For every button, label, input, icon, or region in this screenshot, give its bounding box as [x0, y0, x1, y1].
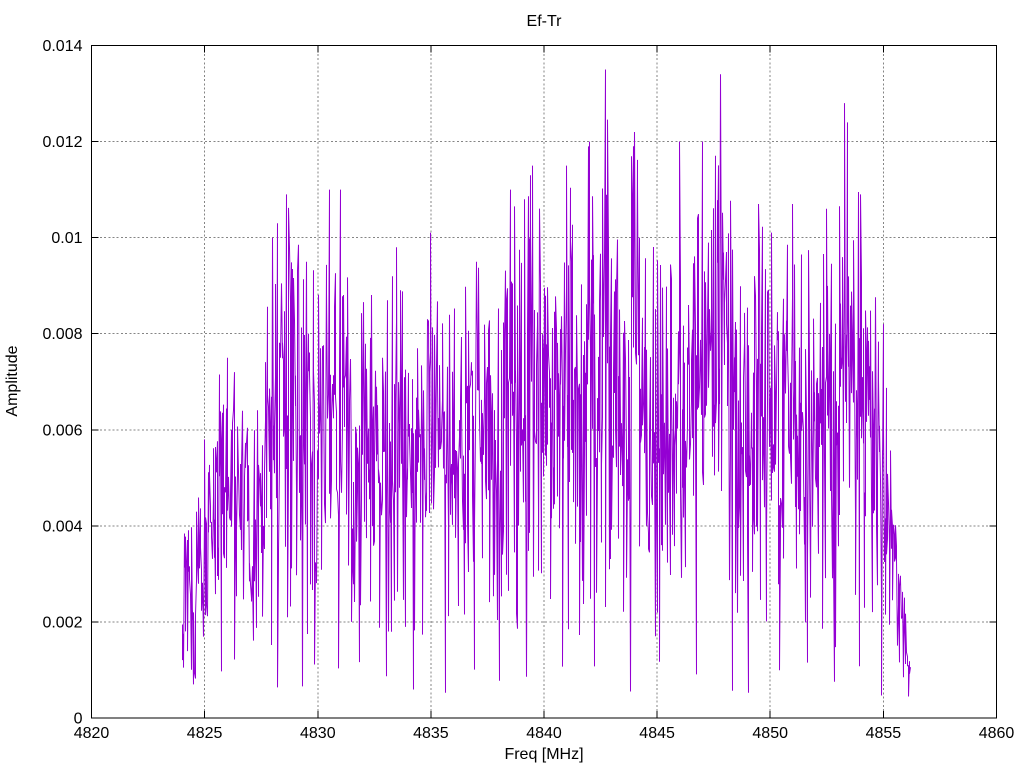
svg-text:0.014: 0.014	[42, 38, 82, 55]
svg-text:4825: 4825	[187, 725, 223, 742]
svg-text:0.004: 0.004	[42, 518, 82, 535]
svg-text:Freq [MHz]: Freq [MHz]	[504, 746, 583, 763]
svg-text:4840: 4840	[526, 725, 562, 742]
svg-text:4855: 4855	[866, 725, 902, 742]
svg-text:0.008: 0.008	[42, 326, 82, 343]
svg-text:Amplitude: Amplitude	[4, 345, 21, 416]
svg-text:0: 0	[74, 711, 83, 728]
svg-text:4860: 4860	[979, 725, 1015, 742]
svg-text:0.002: 0.002	[42, 614, 82, 631]
svg-text:0.006: 0.006	[42, 422, 82, 439]
svg-text:Ef-Tr: Ef-Tr	[527, 13, 563, 30]
svg-text:4830: 4830	[300, 725, 336, 742]
svg-text:0.01: 0.01	[51, 230, 82, 247]
svg-text:4850: 4850	[752, 725, 788, 742]
svg-text:4835: 4835	[413, 725, 449, 742]
svg-text:4820: 4820	[74, 725, 110, 742]
svg-text:0.012: 0.012	[42, 134, 82, 151]
svg-text:4845: 4845	[639, 725, 675, 742]
